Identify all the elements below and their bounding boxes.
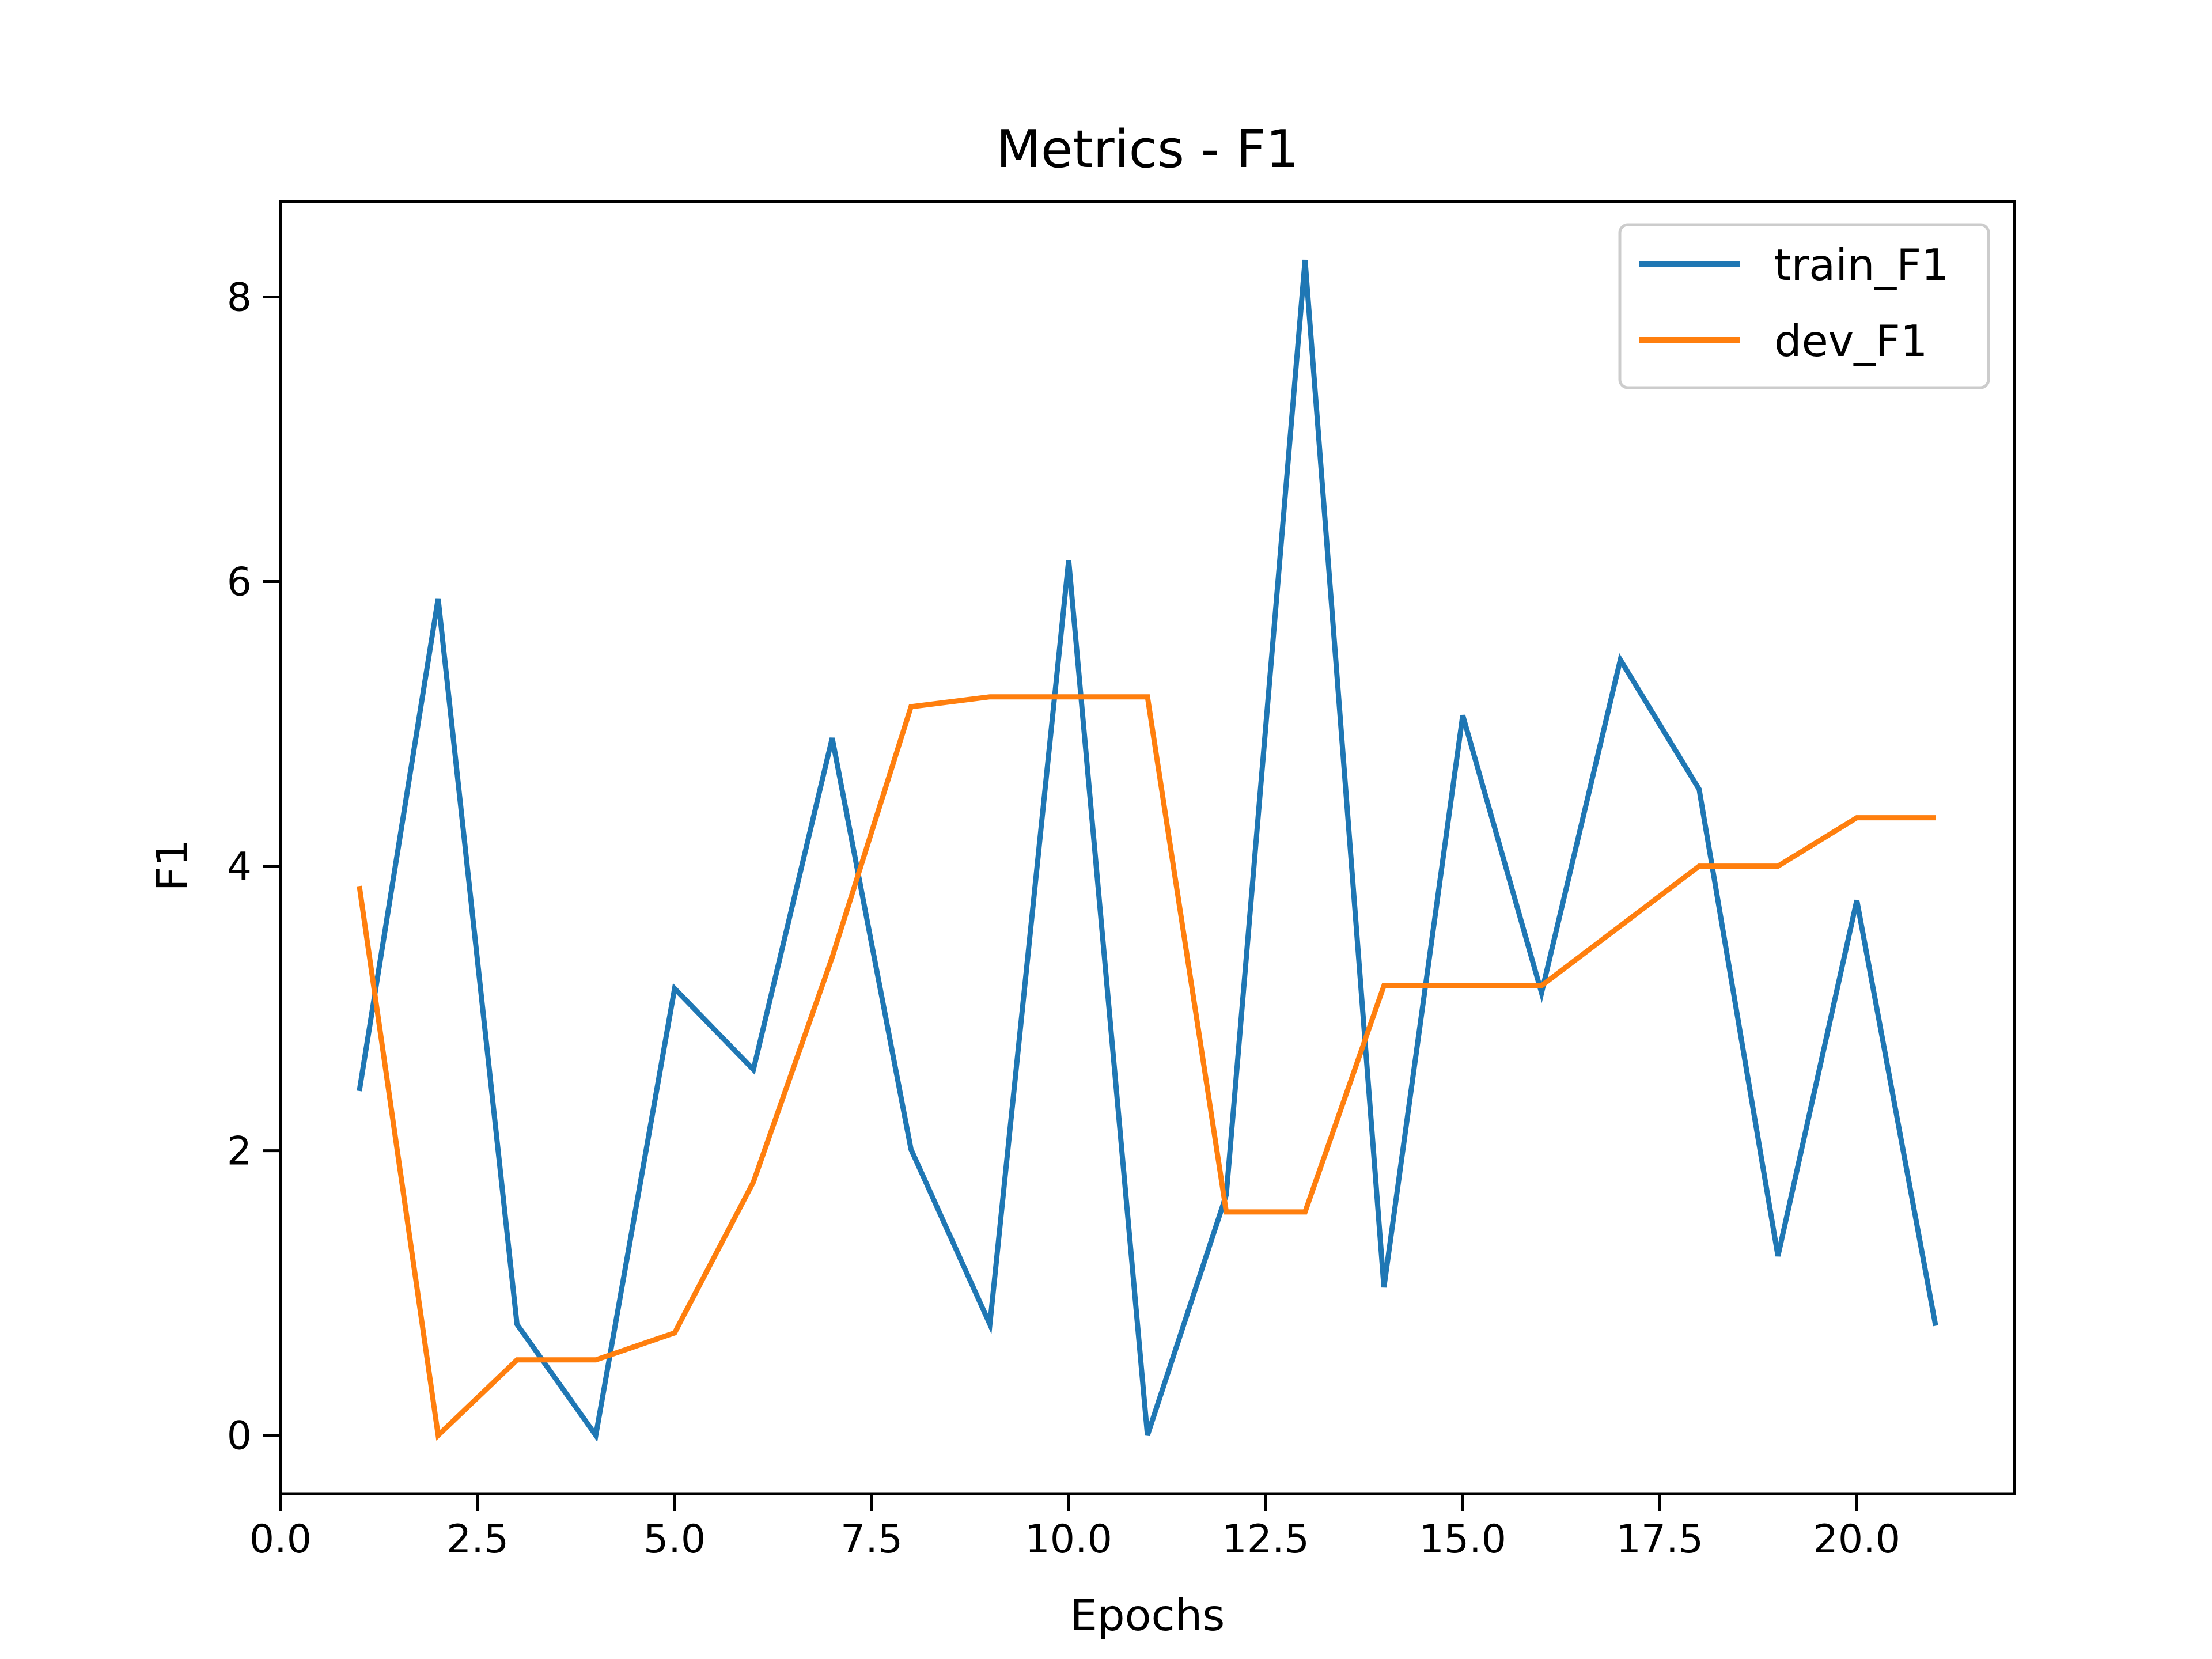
x-tick-label: 10.0 xyxy=(1025,1517,1112,1562)
y-tick-label: 0 xyxy=(227,1414,252,1459)
x-tick-label: 7.5 xyxy=(840,1517,903,1562)
y-axis-ticks: 0 2 4 6 8 xyxy=(227,275,281,1459)
y-tick-label: 4 xyxy=(227,844,252,890)
y-axis-label: F1 xyxy=(147,839,198,892)
x-axis-ticks: 0.0 2.5 5.0 7.5 10.0 12.5 15.0 17.5 20.0 xyxy=(249,1494,1900,1562)
x-axis-label: Epochs xyxy=(1070,1590,1225,1641)
x-tick-label: 17.5 xyxy=(1616,1517,1703,1562)
legend: train_F1 dev_F1 xyxy=(1618,223,1990,389)
x-tick-label: 12.5 xyxy=(1222,1517,1309,1562)
y-tick-label: 6 xyxy=(227,560,252,605)
legend-label-dev: dev_F1 xyxy=(1774,316,1928,366)
legend-label-train: train_F1 xyxy=(1774,240,1949,290)
y-tick-label: 8 xyxy=(227,275,252,321)
x-tick-label: 0.0 xyxy=(249,1517,312,1562)
series-layer xyxy=(357,259,1938,1442)
series-line-train_F1 xyxy=(357,259,1938,1442)
plot-frame xyxy=(279,200,2016,1495)
y-tick-label: 2 xyxy=(227,1129,252,1175)
series-line-dev_F1 xyxy=(357,694,1936,1441)
x-tick-label: 2.5 xyxy=(446,1517,509,1562)
x-tick-label: 20.0 xyxy=(1813,1517,1900,1562)
x-tick-label: 5.0 xyxy=(643,1517,706,1562)
x-tick-label: 15.0 xyxy=(1419,1517,1506,1562)
chart-title: Metrics - F1 xyxy=(996,119,1298,180)
